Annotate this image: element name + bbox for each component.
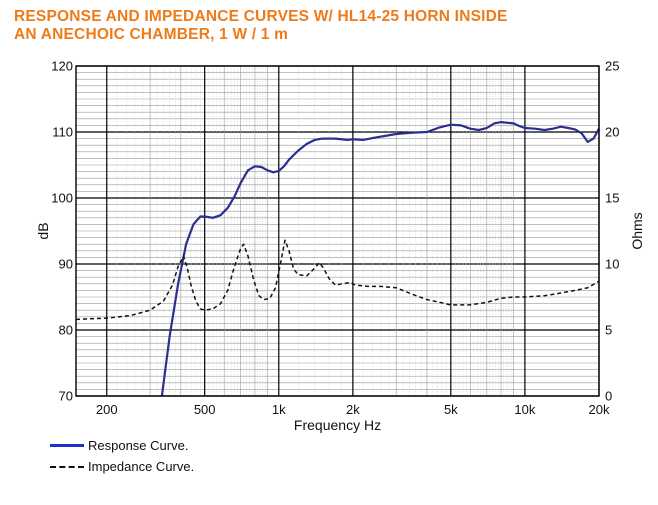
impedance-curve [75, 239, 600, 321]
x-axis-label: Frequency Hz [294, 417, 381, 433]
impedance-legend-label: Impedance Curve. [88, 459, 195, 474]
chart-title-line-1: RESPONSE AND IMPEDANCE CURVES W/ HL14-25… [14, 8, 508, 25]
y-right-tick-label: 25 [605, 59, 619, 74]
x-tick-label: 2k [346, 402, 360, 417]
x-tick-label: 1k [272, 402, 286, 417]
y-left-tick-label: 90 [59, 257, 73, 272]
y-left-tick-label: 120 [51, 59, 73, 74]
grid [76, 65, 600, 397]
y-left-tick-label: 100 [51, 191, 73, 206]
y-axis-label-right: Ohms [629, 212, 645, 249]
response-curve [160, 121, 600, 397]
y-left-tick-label: 110 [52, 125, 73, 140]
y-right-tick-label: 20 [605, 125, 619, 140]
y-right-tick-label: 15 [605, 191, 619, 206]
legend-item-response: Response Curve. [50, 438, 188, 453]
y-right-tick-label: 10 [605, 257, 619, 272]
y-axis-label-left: dB [35, 222, 51, 239]
x-tick-label: 10k [514, 402, 535, 417]
y-left-tick-label: 70 [59, 389, 73, 404]
x-tick-label: 500 [194, 402, 216, 417]
x-tick-label: 20k [589, 402, 610, 417]
impedance-legend-swatch [50, 465, 84, 468]
y-right-tick-label: 5 [605, 323, 612, 338]
x-tick-label: 5k [444, 402, 458, 417]
tick-labels: 200 500 1k 2k 5k 10k 20k 70 80 90 100 110 120 0 5 10 15 2… [51, 59, 619, 418]
series-layer [75, 121, 600, 397]
y-left-tick-label: 80 [59, 323, 73, 338]
chart-title: RESPONSE AND IMPEDANCE CURVES W/ HL14-25… [14, 8, 508, 44]
plot-frame [75, 65, 600, 397]
x-tick-label: 200 [96, 402, 118, 417]
y-right-tick-label: 0 [605, 389, 612, 404]
chart-title-line-2: AN ANECHOIC CHAMBER, 1 W / 1 m [14, 26, 289, 43]
response-legend-swatch [50, 444, 84, 447]
legend-item-impedance: Impedance Curve. [50, 459, 194, 474]
response-legend-label: Response Curve. [88, 438, 189, 453]
